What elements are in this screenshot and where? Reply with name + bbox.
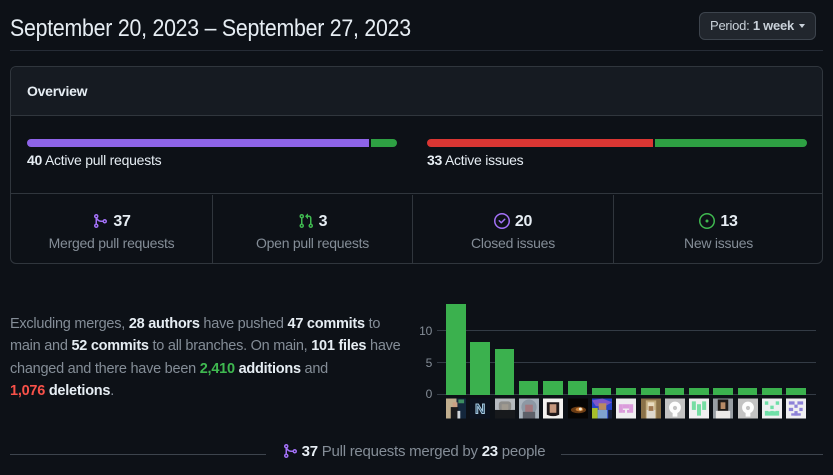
svg-text:N: N: [475, 402, 485, 418]
